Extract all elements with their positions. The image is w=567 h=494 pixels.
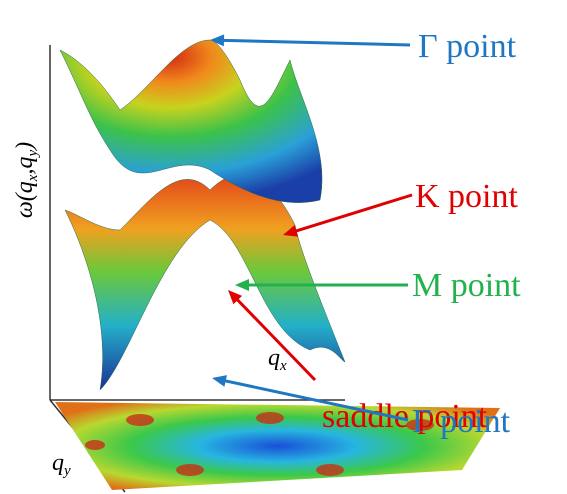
subscript: x bbox=[279, 358, 287, 374]
z-axis-label: ω(qx,qy) bbox=[12, 142, 41, 218]
label-part: q bbox=[268, 345, 280, 371]
band-diagram: ω(qx,qy) qx qy Γ pointK pointM pointsadd… bbox=[0, 0, 567, 494]
annotation-label: Γ point bbox=[418, 28, 517, 65]
subscript: y bbox=[25, 150, 41, 159]
label-part: ω(q bbox=[12, 181, 38, 218]
annotation-label: M point bbox=[412, 267, 521, 304]
annotation-label: Γ point bbox=[412, 403, 511, 440]
upper-surface bbox=[60, 40, 322, 203]
arrow-head bbox=[212, 375, 227, 387]
qy-label: qy bbox=[52, 450, 71, 479]
label-part: q bbox=[52, 450, 64, 476]
arrow bbox=[218, 40, 410, 45]
subscript: y bbox=[62, 463, 71, 479]
label-part: ,q bbox=[12, 157, 38, 175]
annotation-label: K point bbox=[415, 178, 519, 215]
arrow-head bbox=[235, 279, 249, 291]
lower-surface bbox=[65, 175, 345, 390]
label-part: ) bbox=[12, 142, 38, 152]
